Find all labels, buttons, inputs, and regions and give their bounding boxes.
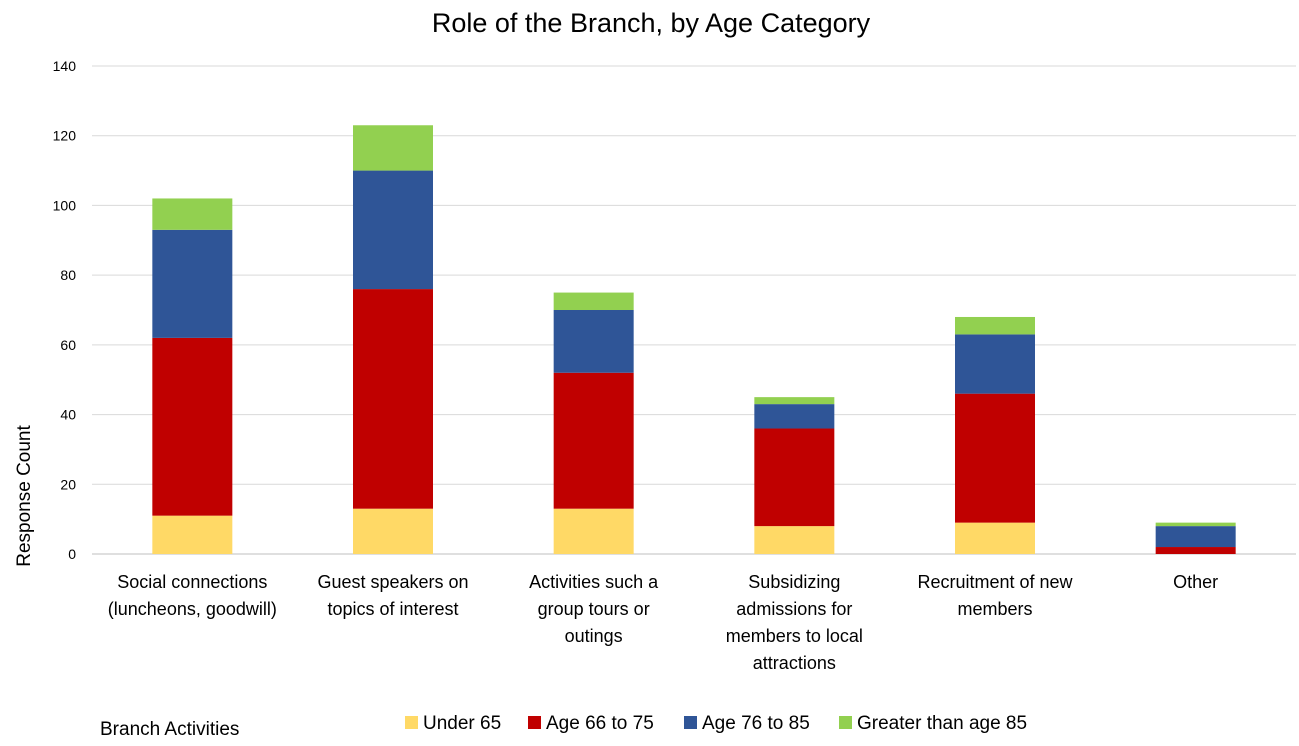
x-tick-label-line: topics of interest <box>327 599 458 619</box>
legend-label: Age 66 to 75 <box>546 713 654 734</box>
gridlines <box>92 65 1296 555</box>
y-tick-label: 40 <box>60 407 76 423</box>
bar-segment <box>1155 526 1236 548</box>
legend-label: Under 65 <box>423 713 501 734</box>
bar-segment <box>1155 522 1236 527</box>
bars <box>152 125 1236 554</box>
x-tick-label-line: Guest speakers on <box>317 572 468 592</box>
bar-segment <box>754 428 835 527</box>
x-tick-label-line: Other <box>1173 572 1218 592</box>
legend-label: Age 76 to 85 <box>702 713 810 734</box>
bar-segment <box>754 397 835 405</box>
x-tick-label: Activities such a group tours or outings <box>529 572 659 646</box>
bar-segment <box>754 526 835 554</box>
bar-segment <box>353 289 433 509</box>
chart-title: Role of the Branch, by Age Category <box>432 8 871 38</box>
x-tick-label-line: admissions for <box>736 599 852 619</box>
x-tick-label-line: members to local <box>726 626 863 646</box>
bar-segment <box>955 393 1035 523</box>
bar-segment <box>152 515 233 554</box>
y-tick-label: 80 <box>60 267 76 283</box>
x-tick-label-line: Activities such a <box>529 572 659 592</box>
bar-segment <box>152 198 233 230</box>
legend-swatch <box>839 716 852 729</box>
x-axis-category-labels: Social connections (luncheons, goodwill) G… <box>108 572 1218 673</box>
bar-segment <box>553 310 634 373</box>
bar-segment <box>553 508 634 554</box>
bar-segment <box>553 292 634 310</box>
bar-segment <box>955 316 1035 335</box>
bar-segment <box>353 170 433 290</box>
bar-segment <box>353 508 433 554</box>
y-tick-label: 20 <box>60 476 76 492</box>
y-axis-ticks: 0 20 40 60 80 100 120 140 <box>53 58 77 562</box>
y-tick-label: 60 <box>60 337 76 353</box>
bar-segment <box>955 334 1035 394</box>
y-tick-label: 140 <box>53 58 77 74</box>
bar-segment <box>955 522 1035 554</box>
bar-segment <box>152 229 233 338</box>
bar-segment <box>553 372 634 509</box>
x-tick-label: Subsidizing admissions for members to loca… <box>726 572 863 673</box>
y-axis-title: Response Count <box>14 425 35 567</box>
y-tick-label: 0 <box>68 546 76 562</box>
legend-label: Greater than age 85 <box>857 713 1027 734</box>
x-tick-label-line: members <box>957 599 1032 619</box>
x-tick-label-line: Social connections <box>117 572 267 592</box>
x-tick-label-line: Recruitment of new <box>917 572 1073 592</box>
legend: Under 65 Age 66 to 75 Age 76 to 85 Greater … <box>405 713 1027 734</box>
legend-swatch <box>684 716 697 729</box>
bar-segment <box>1155 547 1236 554</box>
legend-swatch <box>528 716 541 729</box>
y-tick-label: 100 <box>53 197 77 213</box>
bar-segment <box>353 125 433 171</box>
legend-swatch <box>405 716 418 729</box>
x-tick-label: Other <box>1173 572 1218 592</box>
y-tick-label: 120 <box>53 128 77 144</box>
x-tick-label-line: group tours or <box>538 599 650 619</box>
x-tick-label: Social connections (luncheons, goodwill) <box>108 572 277 619</box>
x-tick-label: Recruitment of new members <box>917 572 1073 619</box>
bar-segment <box>152 337 233 516</box>
x-tick-label: Guest speakers on topics of interest <box>317 572 468 619</box>
x-tick-label-line: (luncheons, goodwill) <box>108 599 277 619</box>
x-axis-title: Branch Activities <box>100 719 239 740</box>
x-tick-label-line: attractions <box>753 653 836 673</box>
bar-segment <box>754 404 835 429</box>
x-tick-label-line: outings <box>565 626 623 646</box>
x-tick-label-line: Subsidizing <box>748 572 840 592</box>
